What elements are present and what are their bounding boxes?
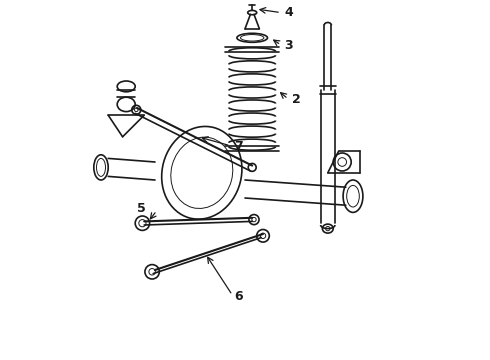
Text: 7: 7: [234, 140, 243, 153]
Text: 4: 4: [285, 6, 294, 19]
Text: 2: 2: [292, 93, 300, 105]
Text: 6: 6: [234, 291, 243, 303]
Text: 5: 5: [137, 202, 146, 215]
Text: 3: 3: [285, 39, 293, 51]
